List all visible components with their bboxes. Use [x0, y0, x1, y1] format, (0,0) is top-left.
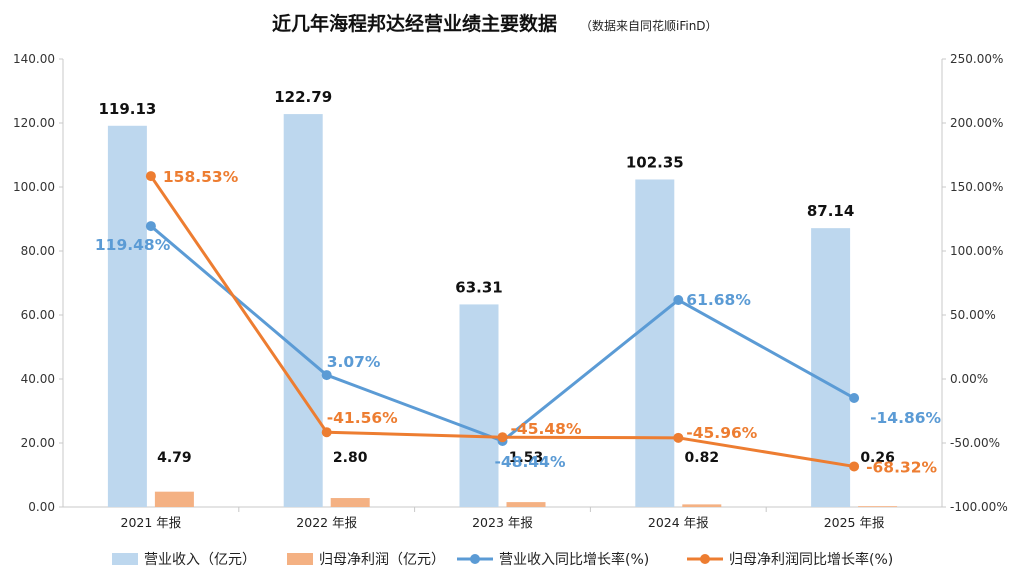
axes-group: 0.00 20.00 40.00 60.00 80.00 100.00 120.00 140.…	[13, 52, 1008, 530]
y-left-tick-label: 20.00	[21, 436, 55, 450]
profit-growth-label: -68.32%	[866, 458, 937, 476]
y-right-tick-label: 0.00%	[950, 372, 988, 386]
y-left-tick-label: 40.00	[21, 372, 55, 386]
profit-bar	[330, 498, 370, 507]
y-left-tick-label: 100.00	[13, 180, 55, 194]
profit-growth-point	[849, 461, 860, 472]
legend-revenue-growth-text: 营业收入同比增长率(%)	[499, 551, 649, 568]
revenue-growth-label: -48.44%	[495, 453, 566, 471]
profit-bar-label: 0.82	[685, 450, 720, 466]
revenue-growth-point	[673, 295, 684, 306]
x-category-label: 2023 年报	[472, 515, 533, 530]
revenue-growth-point	[849, 393, 860, 404]
x-category-label: 2021 年报	[121, 515, 182, 530]
legend-profit-text: 归母净利润（亿元）	[319, 551, 445, 568]
profit-bar	[682, 504, 722, 507]
y-right-tick-label: -100.00%	[950, 500, 1008, 514]
bars-group	[107, 114, 898, 508]
y-right-tick-label: 250.00%	[950, 52, 1003, 66]
chart-subtitle: （数据来自同花顺iFinD）	[580, 18, 718, 33]
revenue-growth-label: 119.48%	[95, 236, 171, 254]
revenue-bar-label: 87.14	[807, 202, 854, 220]
revenue-growth-label: 61.68%	[686, 291, 751, 309]
profit-growth-label: 158.53%	[163, 168, 239, 186]
profit-bar-label: 1.53	[509, 450, 544, 466]
profit-growth-point	[673, 432, 684, 443]
revenue-bar	[459, 304, 499, 507]
x-category-label: 2022 年报	[296, 515, 357, 530]
y-right-tick-label: -50.00%	[950, 436, 1000, 450]
profit-growth-label: -45.96%	[686, 424, 757, 442]
lines-group	[145, 171, 860, 472]
revenue-growth-point	[145, 221, 156, 232]
y-right-tick-label: 150.00%	[950, 180, 1003, 194]
legend-revenue-growth-swatch-dot	[470, 554, 480, 564]
profit-bar-label: 2.80	[333, 450, 368, 466]
profit-bar	[506, 502, 546, 507]
profit-growth-point	[321, 427, 332, 438]
revenue-bar-label: 122.79	[274, 88, 332, 106]
revenue-growth-line	[149, 224, 855, 443]
legend-group: 营业收入（亿元） 归母净利润（亿元） 营业收入同比增长率(%) 归母净利润同比增长率(…	[112, 551, 893, 568]
revenue-growth-label: -14.86%	[870, 409, 941, 427]
y-left-tick-label: 120.00	[13, 116, 55, 130]
x-category-label: 2024 年报	[648, 515, 709, 530]
chart-title: 近几年海程邦达经营业绩主要数据	[272, 12, 557, 35]
labels-group: 119.13 4.79 122.79 2.80 63.31 1.53 102.35 0.82 8…	[95, 88, 942, 476]
profit-bar-label: 4.79	[157, 450, 192, 466]
revenue-bar	[283, 114, 323, 508]
revenue-bar-label: 102.35	[626, 153, 684, 171]
revenue-bar	[107, 125, 147, 507]
y-right-tick-label: 100.00%	[950, 244, 1003, 258]
revenue-growth-label: 3.07%	[327, 353, 381, 371]
y-left-tick-label: 60.00	[21, 308, 55, 322]
profit-growth-label: -45.48%	[511, 420, 582, 438]
revenue-bar-label: 119.13	[98, 100, 156, 118]
x-category-label: 2025 年报	[824, 515, 885, 530]
legend-profit-swatch	[287, 553, 313, 565]
profit-growth-label: -41.56%	[327, 409, 398, 427]
profit-growth-point	[145, 171, 156, 182]
revenue-bar-label: 63.31	[455, 278, 502, 296]
legend-profit-growth-swatch-dot	[700, 554, 710, 564]
profit-bar-label: 0.26	[860, 450, 895, 466]
revenue-bar	[635, 179, 675, 508]
profit-growth-point	[497, 432, 508, 443]
y-right-tick-label: 50.00%	[950, 308, 996, 322]
y-left-tick-label: 140.00	[13, 52, 55, 66]
profit-bar	[154, 491, 194, 507]
y-left-tick-label: 80.00	[21, 244, 55, 258]
legend-profit-growth-text: 归母净利润同比增长率(%)	[729, 551, 893, 568]
y-right-tick-label: 200.00%	[950, 116, 1003, 130]
legend-revenue-swatch	[112, 553, 138, 565]
revenue-growth-point	[321, 370, 332, 381]
y-left-tick-label: 0.00	[28, 500, 55, 514]
profit-bar	[858, 506, 898, 507]
legend-revenue-text: 营业收入（亿元）	[144, 552, 256, 568]
